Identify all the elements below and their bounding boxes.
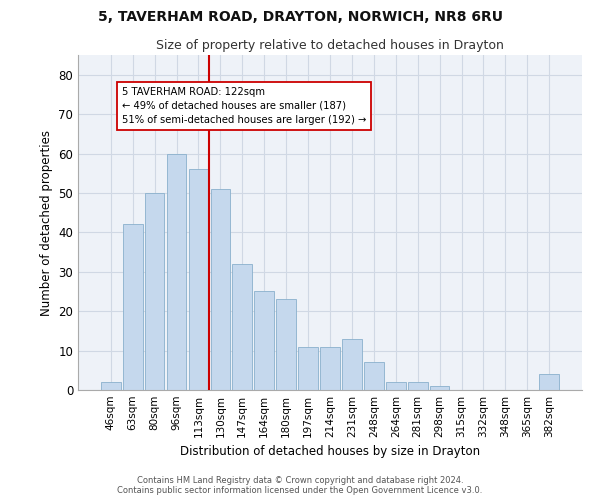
Y-axis label: Number of detached properties: Number of detached properties: [40, 130, 53, 316]
Bar: [101, 382, 121, 390]
Bar: [364, 362, 384, 390]
Bar: [386, 382, 406, 390]
Bar: [145, 193, 164, 390]
Bar: [123, 224, 143, 390]
Text: 5, TAVERHAM ROAD, DRAYTON, NORWICH, NR8 6RU: 5, TAVERHAM ROAD, DRAYTON, NORWICH, NR8 …: [97, 10, 503, 24]
Title: Size of property relative to detached houses in Drayton: Size of property relative to detached ho…: [156, 40, 504, 52]
Bar: [320, 346, 340, 390]
Bar: [298, 346, 318, 390]
Text: Contains HM Land Registry data © Crown copyright and database right 2024.
Contai: Contains HM Land Registry data © Crown c…: [118, 476, 482, 495]
Bar: [254, 292, 274, 390]
Bar: [232, 264, 252, 390]
Bar: [539, 374, 559, 390]
Bar: [211, 189, 230, 390]
X-axis label: Distribution of detached houses by size in Drayton: Distribution of detached houses by size …: [180, 446, 480, 458]
Bar: [430, 386, 449, 390]
Bar: [408, 382, 428, 390]
Bar: [167, 154, 187, 390]
Bar: [188, 170, 208, 390]
Text: 5 TAVERHAM ROAD: 122sqm
← 49% of detached houses are smaller (187)
51% of semi-d: 5 TAVERHAM ROAD: 122sqm ← 49% of detache…: [122, 86, 366, 124]
Bar: [276, 300, 296, 390]
Bar: [342, 339, 362, 390]
